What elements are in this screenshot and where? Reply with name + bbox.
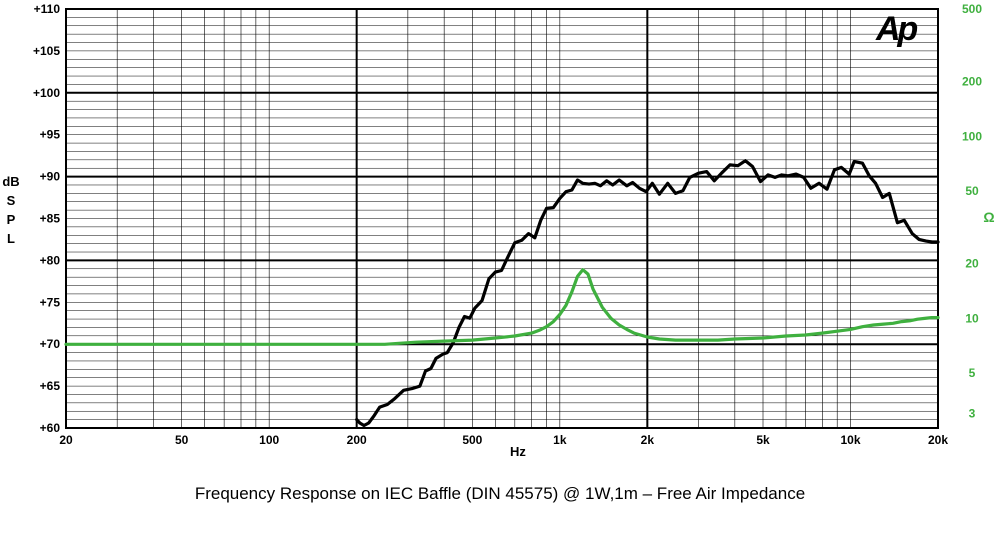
y2-tick-label: 5 — [969, 366, 976, 380]
y-tick-label: +65 — [40, 379, 61, 393]
y-tick-label: +60 — [40, 421, 61, 435]
y2-tick-label: 3 — [969, 407, 976, 421]
x-tick-label: 20k — [928, 433, 948, 447]
y-tick-labels: +60 +65 +70 +75 +80 +85 +90 +95 +100 +105 +110 — [33, 2, 60, 435]
y2-tick-label: 200 — [962, 74, 982, 88]
x-tick-label: 100 — [259, 433, 279, 447]
x-tick-label: 1k — [553, 433, 567, 447]
x-tick-label: 50 — [175, 433, 189, 447]
x-tick-labels: 20 50 100 200 500 1k 2k 5k 10k 20k — [59, 433, 948, 447]
y-axis-label: dB S P L — [2, 174, 19, 246]
x-tick-label: 5k — [756, 433, 770, 447]
y-tick-label: +110 — [34, 2, 61, 16]
y2-tick-label: 500 — [962, 2, 982, 16]
x-axis-label: Hz — [510, 444, 526, 459]
y-tick-label: +90 — [40, 170, 61, 184]
y-tick-label: +70 — [40, 337, 61, 351]
x-tick-label: 20 — [59, 433, 73, 447]
y2-tick-label: 100 — [962, 129, 982, 143]
y-tick-label: +105 — [33, 44, 60, 58]
chart-caption: Frequency Response on IEC Baffle (DIN 45… — [194, 484, 806, 503]
x-tick-label: 200 — [347, 433, 367, 447]
y-tick-label: +80 — [40, 253, 61, 267]
plot-frame — [65, 8, 939, 429]
y2-tick-labels: 3 5 10 20 50 100 200 500 — [962, 2, 982, 421]
y2-tick-label: 20 — [965, 257, 979, 271]
y2-tick-label: 10 — [965, 311, 979, 325]
x-tick-label: 2k — [641, 433, 655, 447]
y2-tick-label: 50 — [965, 184, 979, 198]
spl-curve — [355, 159, 940, 428]
y-tick-label: +85 — [40, 212, 61, 226]
x-tick-label: 500 — [462, 433, 482, 447]
y-tick-label: +100 — [33, 86, 60, 100]
series — [64, 159, 940, 428]
y2-axis-label: Ω — [983, 209, 994, 225]
impedance-curve — [64, 268, 940, 346]
y-tick-label: +95 — [40, 128, 61, 142]
y-tick-label: +75 — [40, 295, 61, 309]
x-tick-label: 10k — [840, 433, 860, 447]
ap-logo: Ap — [875, 10, 918, 48]
